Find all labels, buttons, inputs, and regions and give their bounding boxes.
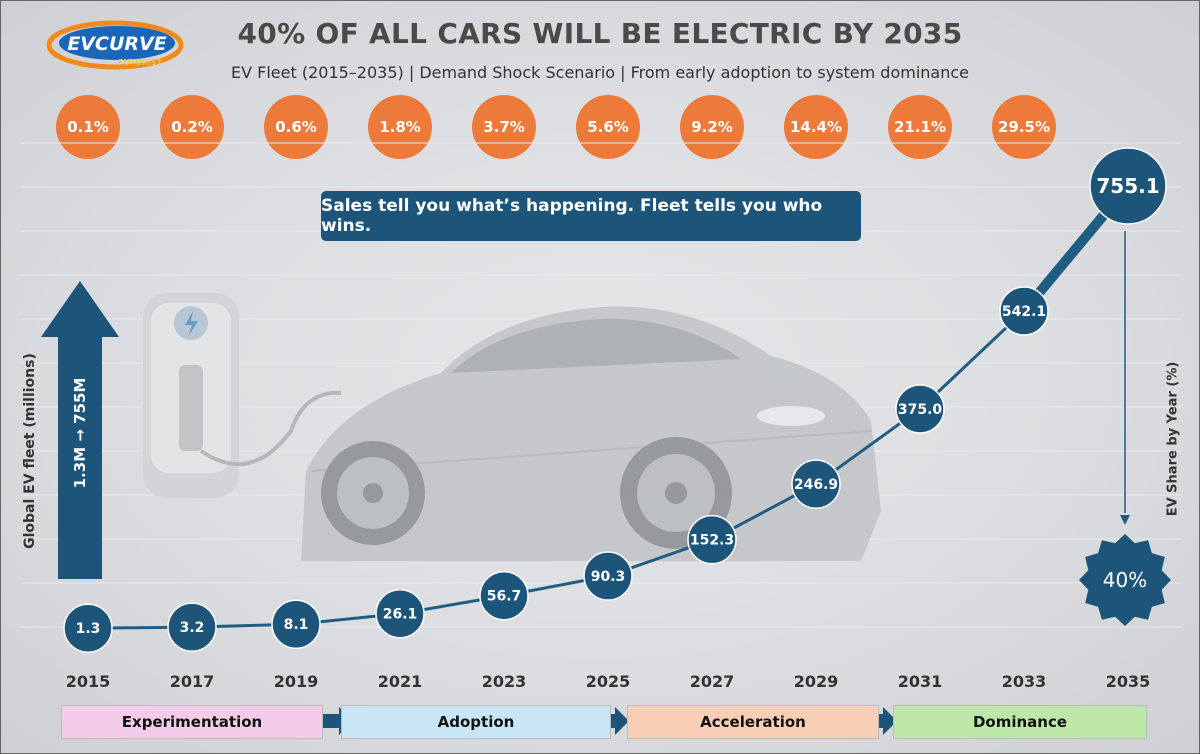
- x-tick-label: 2017: [170, 672, 215, 691]
- x-tick-label: 2019: [274, 672, 319, 691]
- evcurve-logo: EVCURVE FUTURIST: [46, 20, 184, 70]
- x-tick-label: 2015: [66, 672, 111, 691]
- x-tick-label: 2021: [378, 672, 423, 691]
- data-point: [1089, 147, 1167, 225]
- share-bubble: 0.1%: [56, 95, 120, 159]
- x-tick-label: 2025: [586, 672, 631, 691]
- x-axis-ticks: 2015 2017 2019 2021 2023 2025 2027 2029 2031 2033…: [66, 672, 1151, 691]
- data-label: 755.1: [1096, 174, 1159, 198]
- share-pointer-arrowhead: [1120, 515, 1130, 525]
- phase-dominance: Dominance: [893, 705, 1147, 739]
- share-bubble: 21.1%: [888, 95, 952, 159]
- data-label: 3.2: [180, 620, 205, 636]
- share-bubble: 1.8%: [368, 95, 432, 159]
- data-label: 246.9: [794, 477, 838, 493]
- data-label: 26.1: [383, 607, 418, 623]
- data-label: 542.1: [1002, 304, 1046, 320]
- fleet-series-line: [87, 309, 1026, 630]
- background-car-illustration: [301, 306, 881, 561]
- callout-banner: Sales tell you what’s happening. Fleet t…: [321, 191, 861, 241]
- data-label: 56.7: [487, 589, 522, 605]
- phase-acceleration: Acceleration: [627, 705, 879, 739]
- share-bubble: 14.4%: [784, 95, 848, 159]
- x-tick-label: 2035: [1106, 672, 1151, 691]
- data-label: 152.3: [690, 533, 734, 549]
- data-point: [375, 588, 425, 639]
- page-title: 40% OF ALL CARS WILL BE ELECTRIC BY 2035: [237, 17, 963, 50]
- data-point: [167, 602, 217, 652]
- data-point: [687, 514, 737, 565]
- share-bubble: 3.7%: [472, 95, 536, 159]
- phase-adoption: Adoption: [341, 705, 611, 739]
- data-label: 375.0: [898, 402, 943, 418]
- final-share-badge-label: 40%: [1102, 568, 1148, 592]
- data-point: [999, 286, 1049, 336]
- growth-arrow-label: 1.3M → 755M: [71, 377, 89, 489]
- share-burst-badge: [1079, 534, 1171, 626]
- data-label: 1.3: [76, 621, 101, 637]
- share-bubble: 5.6%: [576, 95, 640, 159]
- share-bubble: 29.5%: [992, 95, 1056, 159]
- data-point: [895, 384, 945, 434]
- data-point: [583, 551, 633, 601]
- phase-experimentation: Experimentation: [61, 705, 323, 739]
- x-tick-label: 2033: [1002, 672, 1047, 691]
- share-bubble: 0.6%: [264, 95, 328, 159]
- y-axis-label-right: EV Share by Year (%): [1165, 361, 1181, 517]
- page-subtitle: EV Fleet (2015–2035) | Demand Shock Scen…: [231, 63, 969, 82]
- logo-text-bottom: FUTURIST: [118, 58, 163, 67]
- x-tick-label: 2031: [898, 672, 943, 691]
- background-charger-illustration: [143, 293, 342, 498]
- growth-arrow: [41, 281, 119, 579]
- data-point: [479, 570, 529, 621]
- fleet-points: 1.3 3.2 8.1 26.1 56.7 90.3 152.3 246.9 375.0 542.…: [63, 147, 1167, 653]
- y-axis-label-left: Global EV fleet (millions): [22, 353, 38, 549]
- x-tick-label: 2023: [482, 672, 527, 691]
- x-tick-label: 2027: [690, 672, 735, 691]
- share-bubble: 0.2%: [160, 95, 224, 159]
- data-point: [791, 459, 841, 509]
- logo-text-top: EVCURVE: [67, 33, 166, 55]
- data-point: [63, 603, 113, 653]
- share-bubble: 9.2%: [680, 95, 744, 159]
- data-label: 8.1: [284, 617, 309, 633]
- data-point: [271, 599, 321, 649]
- x-tick-label: 2029: [794, 672, 839, 691]
- data-label: 90.3: [591, 569, 626, 585]
